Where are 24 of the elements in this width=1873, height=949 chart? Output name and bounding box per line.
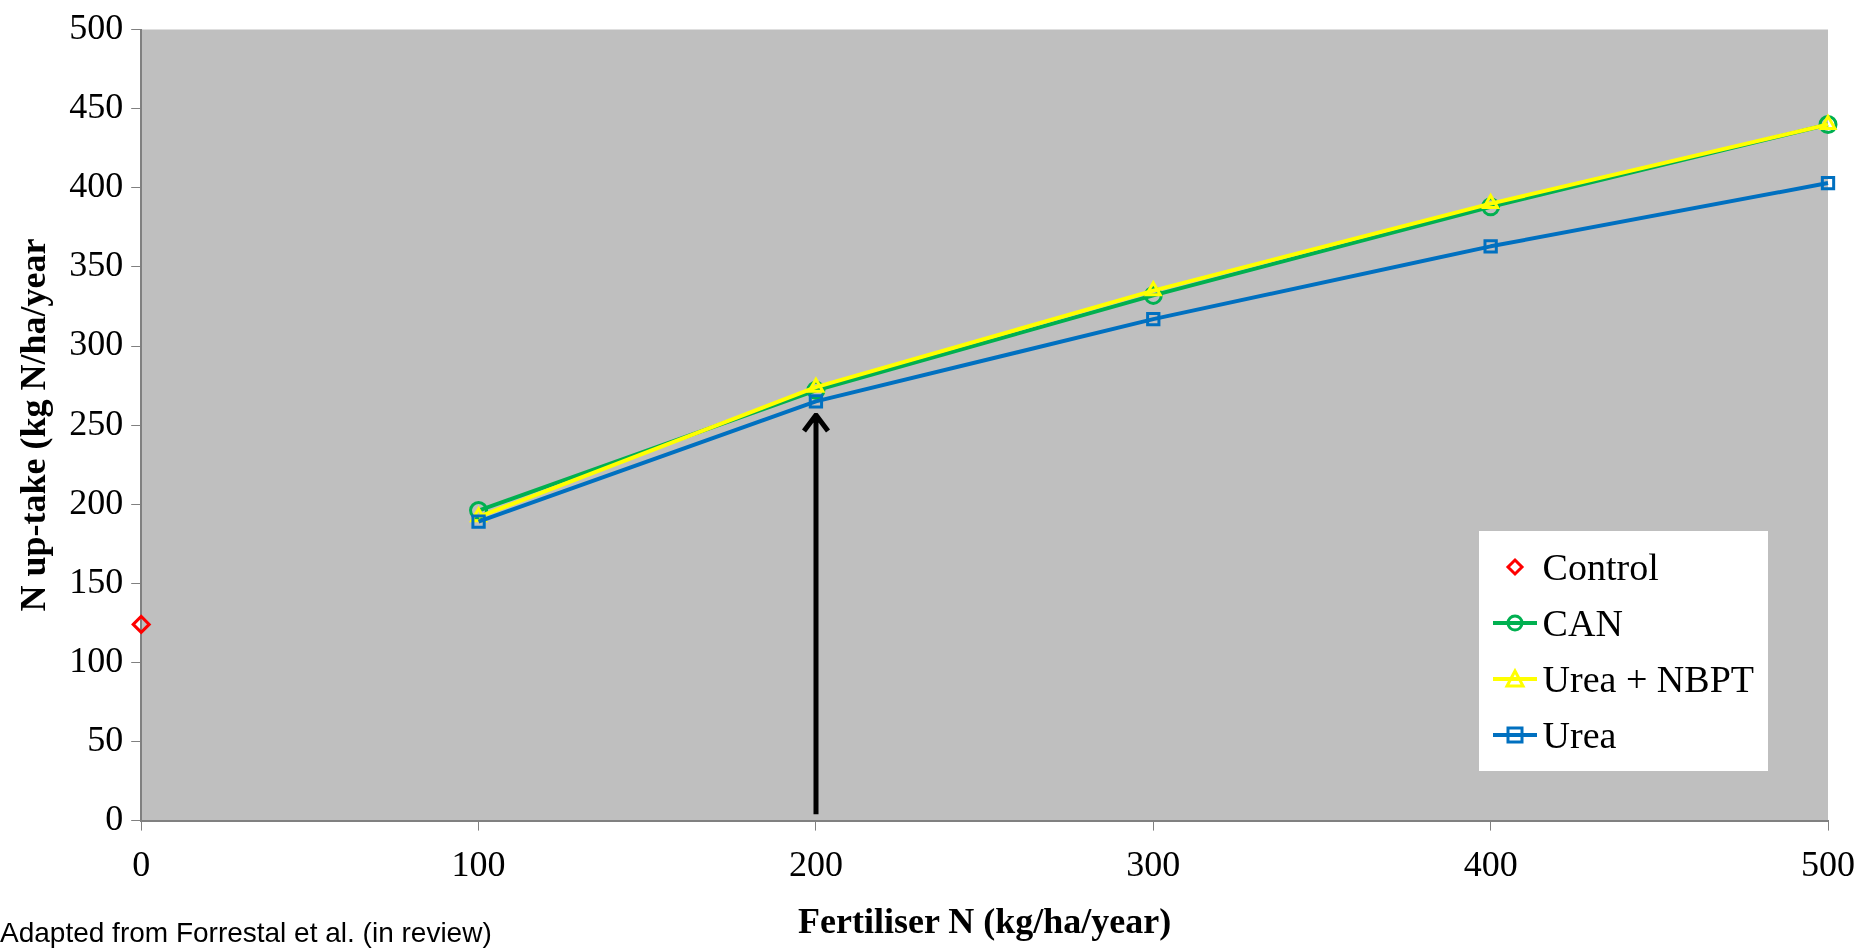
y-tick-label: 250 — [69, 402, 124, 443]
x-tick-label: 0 — [132, 843, 151, 884]
y-tick-label: 100 — [69, 639, 124, 680]
legend-label: Urea + NBPT — [1542, 656, 1754, 702]
x-tick-label: 400 — [1463, 843, 1518, 884]
y-tick-label: 150 — [69, 560, 124, 601]
x-tick-label: 200 — [788, 843, 843, 884]
y-axis-title: N up-take (kg N/ha/year — [12, 238, 53, 612]
x-tick-label: 100 — [451, 843, 506, 884]
y-tick-label: 500 — [69, 7, 124, 48]
legend-label: Control — [1542, 544, 1659, 590]
legend-label: Urea — [1542, 712, 1617, 758]
y-tick-label: 0 — [105, 798, 124, 839]
x-tick-label: 300 — [1126, 843, 1181, 884]
y-tick-label: 300 — [69, 323, 124, 364]
y-tick-label: 50 — [87, 718, 124, 759]
y-tick-label: 200 — [69, 481, 124, 522]
y-tick-label: 350 — [69, 244, 124, 285]
text: Adapted from Forrestal et al. (in review) — [0, 917, 492, 949]
y-tick-label: 450 — [69, 86, 124, 127]
y-tick-label: 400 — [69, 165, 124, 206]
x-tick-label: 500 — [1801, 843, 1855, 884]
legend-label: CAN — [1542, 600, 1623, 646]
x-axis-title: Fertiliser N (kg/ha/year) — [797, 900, 1172, 941]
